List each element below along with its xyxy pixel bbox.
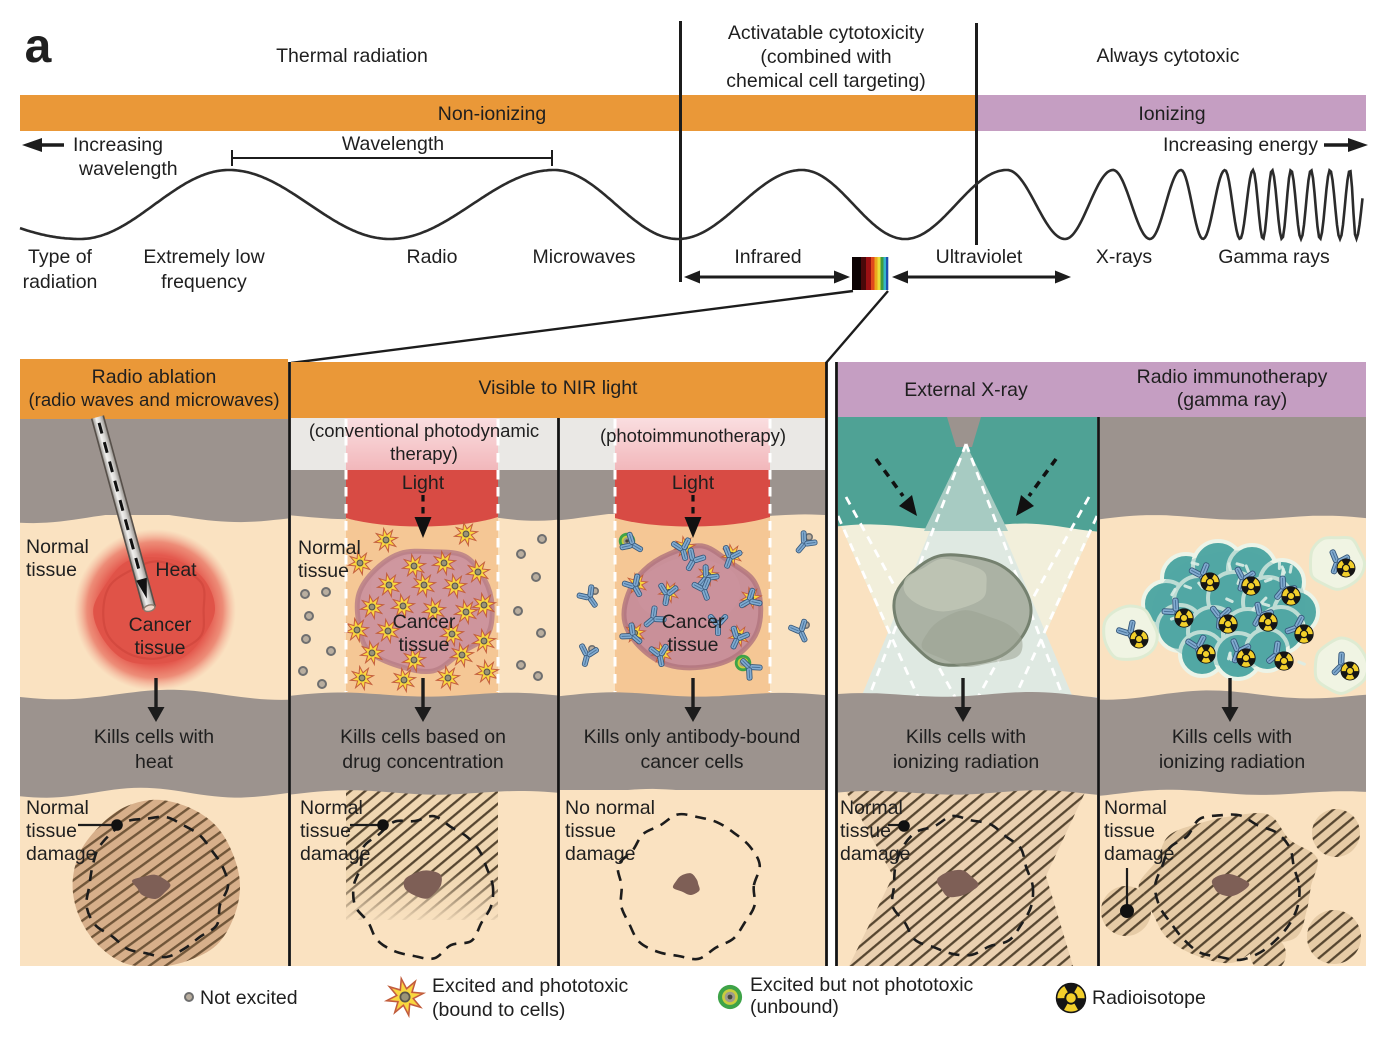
- svg-text:Radio immunotherapy: Radio immunotherapy: [1137, 366, 1328, 388]
- svg-text:Activatable cytotoxicity: Activatable cytotoxicity: [728, 22, 924, 44]
- svg-text:tissue: tissue: [565, 820, 616, 842]
- svg-text:Thermal radiation: Thermal radiation: [276, 45, 428, 67]
- svg-text:Excited and phototoxic: Excited and phototoxic: [432, 975, 628, 997]
- svg-text:Normal: Normal: [840, 797, 903, 819]
- svg-text:Infrared: Infrared: [734, 246, 801, 268]
- svg-text:damage: damage: [26, 843, 96, 865]
- svg-text:radiation: radiation: [23, 271, 98, 293]
- svg-text:therapy): therapy): [390, 443, 458, 464]
- svg-text:Wavelength: Wavelength: [342, 133, 444, 155]
- svg-text:tissue: tissue: [298, 560, 349, 582]
- svg-text:drug concentration: drug concentration: [342, 751, 504, 773]
- svg-text:Kills cells with: Kills cells with: [906, 726, 1026, 748]
- svg-text:Increasing energy: Increasing energy: [1163, 134, 1318, 156]
- svg-text:damage: damage: [300, 843, 370, 865]
- svg-text:Non-ionizing: Non-ionizing: [438, 103, 546, 125]
- svg-text:Kills cells with: Kills cells with: [1172, 726, 1292, 748]
- svg-text:tissue: tissue: [26, 559, 77, 581]
- svg-text:Excited but not phototoxic: Excited but not phototoxic: [750, 974, 974, 996]
- svg-text:damage: damage: [1104, 843, 1174, 865]
- svg-text:tissue: tissue: [840, 820, 891, 842]
- svg-text:Normal: Normal: [298, 537, 361, 559]
- svg-text:Radioisotope: Radioisotope: [1092, 987, 1206, 1009]
- svg-text:frequency: frequency: [161, 271, 247, 293]
- svg-text:No normal: No normal: [565, 797, 655, 819]
- svg-text:tissue: tissue: [300, 820, 351, 842]
- svg-text:X-rays: X-rays: [1096, 246, 1153, 268]
- svg-text:(combined with: (combined with: [760, 46, 891, 68]
- svg-text:tissue: tissue: [1104, 820, 1155, 842]
- svg-text:damage: damage: [840, 843, 910, 865]
- svg-text:Cancer: Cancer: [662, 611, 725, 633]
- svg-text:Extremely low: Extremely low: [143, 246, 265, 268]
- svg-text:Normal: Normal: [26, 536, 89, 558]
- svg-text:Kills only antibody-bound: Kills only antibody-bound: [584, 726, 801, 748]
- svg-text:(bound to cells): (bound to cells): [432, 999, 565, 1021]
- svg-text:wavelength: wavelength: [78, 158, 178, 180]
- svg-text:heat: heat: [135, 751, 174, 773]
- svg-text:Normal: Normal: [300, 797, 363, 819]
- svg-text:tissue: tissue: [135, 637, 186, 659]
- svg-text:Cancer: Cancer: [129, 614, 192, 636]
- svg-text:(unbound): (unbound): [750, 996, 839, 1018]
- svg-text:(radio waves and microwaves): (radio waves and microwaves): [28, 389, 279, 410]
- svg-text:chemical cell targeting): chemical cell targeting): [726, 70, 925, 92]
- svg-text:Always cytotoxic: Always cytotoxic: [1096, 45, 1239, 67]
- svg-text:(gamma ray): (gamma ray): [1177, 389, 1288, 411]
- svg-text:Normal: Normal: [1104, 797, 1167, 819]
- svg-text:Not excited: Not excited: [200, 987, 298, 1009]
- svg-text:Radio ablation: Radio ablation: [92, 366, 217, 388]
- svg-text:Gamma rays: Gamma rays: [1218, 246, 1330, 268]
- svg-text:Ionizing: Ionizing: [1138, 103, 1205, 125]
- svg-text:cancer cells: cancer cells: [641, 751, 744, 773]
- svg-text:ionizing radiation: ionizing radiation: [893, 751, 1039, 773]
- svg-text:ionizing radiation: ionizing radiation: [1159, 751, 1305, 773]
- svg-text:damage: damage: [565, 843, 635, 865]
- svg-text:Increasing: Increasing: [73, 134, 163, 156]
- svg-text:Cancer: Cancer: [393, 611, 456, 633]
- svg-text:External X-ray: External X-ray: [904, 379, 1028, 401]
- svg-text:tissue: tissue: [26, 820, 77, 842]
- svg-text:Kills cells with: Kills cells with: [94, 726, 214, 748]
- svg-text:Visible to NIR light: Visible to NIR light: [479, 377, 639, 399]
- svg-text:Radio: Radio: [407, 246, 458, 268]
- svg-text:tissue: tissue: [668, 634, 719, 656]
- svg-text:a: a: [25, 20, 52, 73]
- svg-text:Light: Light: [672, 472, 715, 494]
- svg-text:tissue: tissue: [399, 634, 450, 656]
- svg-text:Normal: Normal: [26, 797, 89, 819]
- svg-text:Type of: Type of: [28, 246, 93, 268]
- svg-text:Heat: Heat: [155, 559, 197, 581]
- svg-text:(conventional photodynamic: (conventional photodynamic: [309, 420, 539, 441]
- svg-text:Microwaves: Microwaves: [533, 246, 636, 268]
- svg-text:Light: Light: [402, 472, 445, 494]
- svg-text:(photoimmunotherapy): (photoimmunotherapy): [600, 425, 786, 446]
- svg-text:Ultraviolet: Ultraviolet: [936, 246, 1023, 268]
- svg-text:Kills cells based on: Kills cells based on: [340, 726, 506, 748]
